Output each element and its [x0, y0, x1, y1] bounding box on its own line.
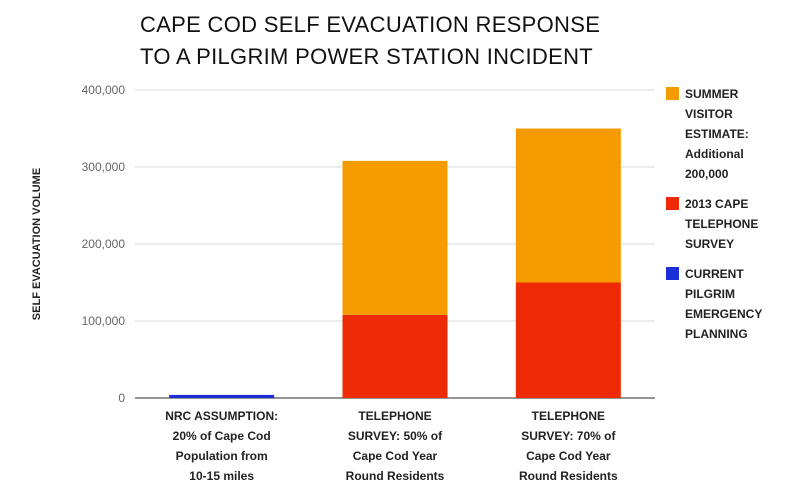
y-tick-label: 200,000 [82, 237, 126, 251]
legend-swatch [666, 87, 679, 100]
x-category-label: 10-15 miles [189, 469, 254, 483]
y-tick-label: 0 [118, 391, 125, 405]
x-category-label: Cape Cod Year [353, 449, 438, 463]
x-category-label: SURVEY: 50% of [348, 429, 443, 443]
x-category-label: NRC ASSUMPTION: [165, 409, 278, 423]
legend-label: 200,000 [685, 167, 729, 181]
legend-label: TELEPHONE [685, 217, 758, 231]
legend-label: ESTIMATE: [685, 127, 749, 141]
y-axis-label: SELF EVACUATION VOLUME [31, 168, 43, 320]
chart-title-line-1: CAPE COD SELF EVACUATION RESPONSE [140, 12, 601, 37]
legend-label: CURRENT [685, 267, 744, 281]
x-category-label: 20% of Cape Cod [173, 429, 271, 443]
legend-label: SURVEY [685, 237, 734, 251]
x-category-label: TELEPHONE [358, 409, 431, 423]
legend-swatch [666, 267, 679, 280]
legend-swatch [666, 197, 679, 210]
x-category-label: Population from [176, 449, 268, 463]
x-category-label: SURVEY: 70% of [521, 429, 616, 443]
y-tick-label: 100,000 [82, 314, 126, 328]
x-category-label: Round Residents [346, 469, 445, 483]
bar-segment [342, 160, 448, 315]
legend-label: 2013 CAPE [685, 197, 748, 211]
x-category-label: TELEPHONE [532, 409, 605, 423]
legend-label: Additional [685, 147, 744, 161]
bar-segment [515, 128, 621, 283]
bar-segment [515, 282, 621, 398]
legend-label: EMERGENCY [685, 307, 762, 321]
bar-segment [342, 314, 448, 398]
legend-label: PILGRIM [685, 287, 735, 301]
bar-segment [169, 394, 275, 398]
legend-label: PLANNING [685, 327, 748, 341]
legend-label: VISITOR [685, 107, 733, 121]
y-tick-label: 300,000 [82, 160, 126, 174]
chart-title-line-2: TO A PILGRIM POWER STATION INCIDENT [140, 44, 593, 69]
x-category-label: Cape Cod Year [526, 449, 611, 463]
x-category-label: Round Residents [519, 469, 618, 483]
legend-label: SUMMER [685, 87, 739, 101]
y-tick-label: 400,000 [82, 83, 126, 97]
